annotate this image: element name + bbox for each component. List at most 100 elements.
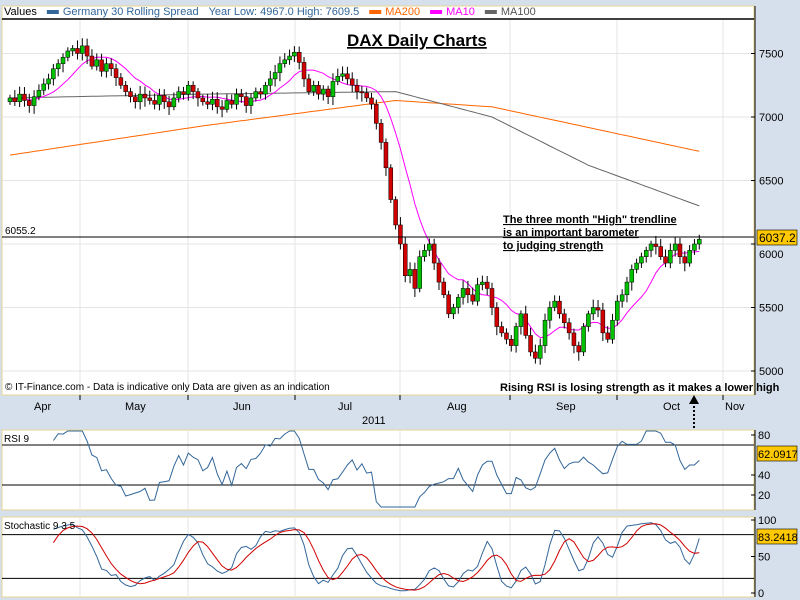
candle-body [186,85,191,95]
candle-body [571,332,577,346]
candle [147,90,153,105]
candle [99,53,104,77]
candle [431,238,437,270]
price-tick-label: 5000 [759,366,783,378]
candle-body [523,313,528,336]
candle [137,86,143,110]
candle-body [581,326,586,353]
candle-body [128,91,133,97]
candle-body [484,281,490,289]
candle-body [104,63,109,72]
candle-body [595,307,601,311]
candle-body [624,281,630,296]
candle [321,85,326,101]
stochastic-panel [1,516,755,598]
candle-body [55,63,61,69]
candle-body [137,93,143,103]
candle [672,237,678,257]
legend: Values Germany 30 Rolling Spread Year Lo… [4,6,536,18]
candle-body [470,294,475,302]
candles [7,38,702,365]
candle-body [402,243,408,276]
candle [166,95,172,115]
candle [383,138,389,176]
last-price-badge: 6037.2 [756,229,798,246]
candle [113,63,119,87]
price-tick-label: 7000 [759,112,783,124]
candle [605,326,610,343]
candle [123,81,128,97]
candle [195,88,201,107]
candle [451,303,456,320]
candle-body [133,96,138,103]
candle [75,40,80,60]
candle [243,91,249,113]
rsi-tick-label: 80 [758,430,770,442]
candle-body [586,313,591,327]
note-line-1: The three month "High" trendline [503,214,677,226]
candle-body [552,300,557,308]
candle-body [80,45,85,54]
candle-body [268,78,273,86]
candle [296,46,302,70]
chart-title: DAX Daily Charts [347,31,487,50]
candle-body [94,59,100,67]
stochastic-tick-label: 50 [758,552,770,564]
candle [494,302,500,336]
candle [210,91,215,111]
candle [629,264,635,291]
stochastic-k-line [53,522,700,592]
candle-body [398,224,403,245]
candle-body [499,326,504,334]
candle [51,63,56,86]
candle-body [407,269,413,276]
candle [566,318,572,340]
candle [27,93,32,113]
candle-body [89,55,95,67]
candle [268,70,273,92]
candle [186,80,191,101]
price-tick-label: 6000 [759,249,783,261]
candle [562,308,567,329]
candle-body [36,90,42,97]
candle [456,294,461,314]
candle-body [528,335,533,353]
candle-body [648,243,654,251]
candle [364,87,369,103]
candle [152,93,157,110]
candle [571,328,577,354]
candle-body [513,326,519,346]
candle [465,280,471,304]
rsi-title: RSI 9 [4,434,29,445]
candle [330,73,336,106]
candle-body [292,51,297,57]
candle-body [451,307,456,315]
candle [446,290,451,319]
candle [277,56,283,82]
month-label: Aug [447,401,467,413]
candle-body [296,51,302,63]
candle [663,249,668,268]
candle [427,238,432,257]
candle-body [195,91,201,99]
rsi-badge: 62.0917 [756,445,798,462]
candle-body [605,332,610,340]
note-line-3: to judging strength [503,240,603,252]
candle-body [692,243,697,251]
price-tick-label: 6500 [759,176,783,188]
candle [528,327,533,357]
candle-body [566,322,572,334]
candle [422,244,427,262]
candle [248,93,254,114]
candle [306,73,312,95]
legend-ma10: MA10 [446,6,475,18]
candle-body [142,93,148,99]
candle-body [75,48,80,54]
candle-body [412,269,418,289]
candle [402,236,408,283]
candle [161,89,167,109]
candle-body [330,81,336,97]
candle [80,38,85,61]
candle [41,78,46,95]
candle-body [234,93,239,105]
